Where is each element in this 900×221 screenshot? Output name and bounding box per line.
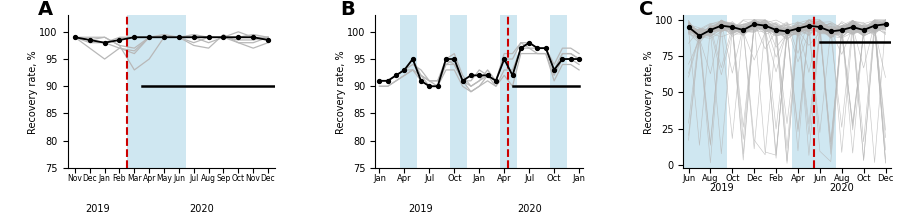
Text: 2020: 2020 [830, 183, 854, 193]
Bar [683, 15, 727, 168]
Text: 2019: 2019 [409, 204, 433, 213]
Text: 2020: 2020 [189, 204, 213, 213]
Bar [450, 15, 467, 168]
Y-axis label: Recovery rate, %: Recovery rate, % [644, 50, 653, 133]
Text: 2019: 2019 [709, 183, 734, 193]
Bar [400, 15, 417, 168]
Bar [793, 15, 836, 168]
Bar [500, 15, 517, 168]
Text: A: A [39, 0, 53, 19]
Bar [127, 15, 186, 168]
Y-axis label: Recovery rate, %: Recovery rate, % [336, 50, 346, 133]
Y-axis label: Recovery rate, %: Recovery rate, % [28, 50, 38, 133]
Text: 2019: 2019 [85, 204, 110, 213]
Text: 2020: 2020 [517, 204, 542, 213]
Bar [550, 15, 567, 168]
Text: C: C [639, 0, 653, 19]
Text: B: B [340, 0, 355, 19]
